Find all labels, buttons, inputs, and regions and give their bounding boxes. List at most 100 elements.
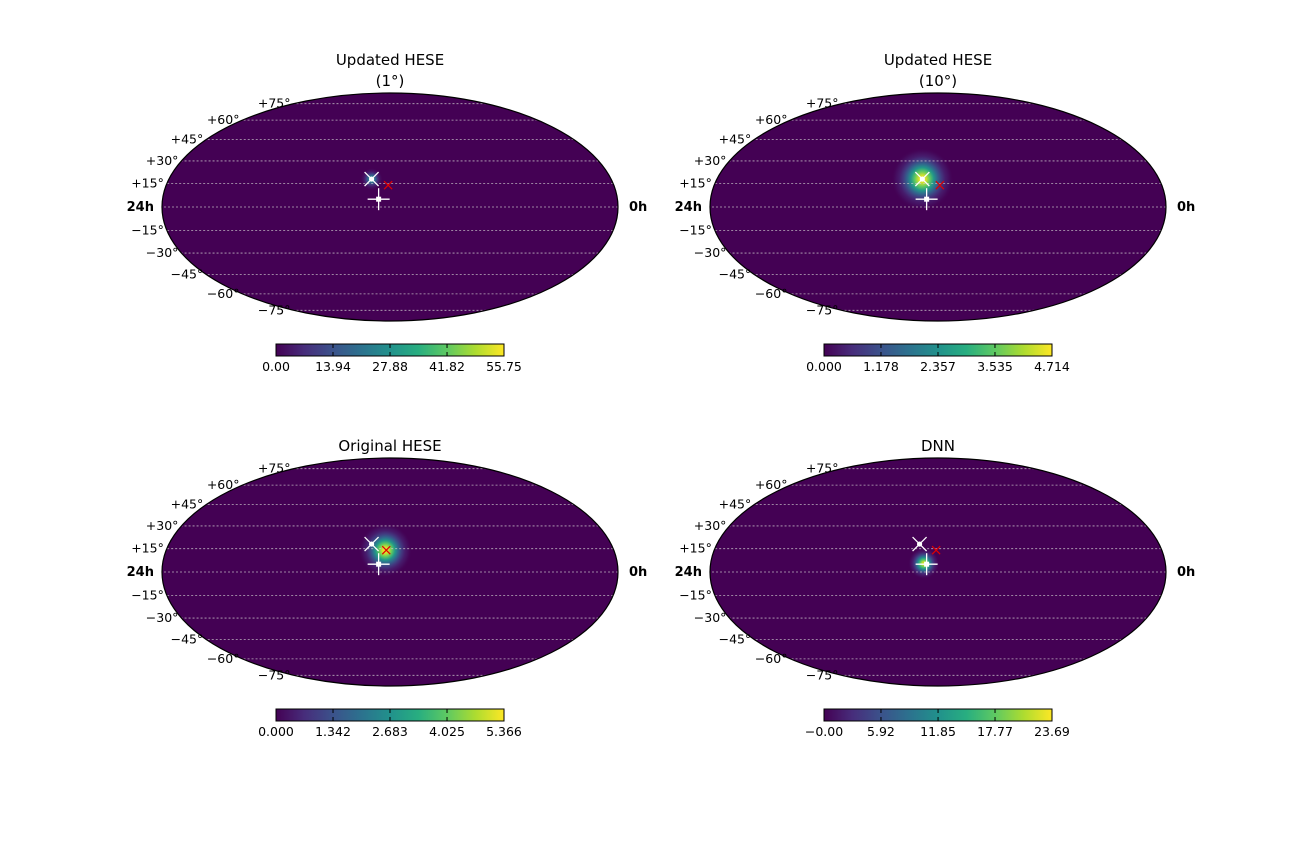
- dec-tick-label: −15°: [131, 222, 164, 237]
- skymap-panel: Updated HESE (10°) 24h 0h +75° +60°+45° +30° +1…: [675, 51, 1196, 374]
- chart-title: (10°): [919, 72, 957, 90]
- dec-tick-label: −75°: [258, 667, 291, 682]
- colorbar-tick-label: −0.00: [805, 724, 843, 739]
- dec-tick-label: −60°: [207, 286, 240, 301]
- graticule: [162, 468, 618, 676]
- skymap-panel: Updated HESE (1°) 24h 0h +75° +60°+45° +30° +15…: [127, 51, 648, 374]
- colorbar-tick-label: 1.178: [863, 359, 899, 374]
- red-x-marker: [931, 545, 941, 555]
- ra-label-right: 0h: [629, 565, 647, 580]
- graticule: [710, 103, 1166, 311]
- chart-title: Updated HESE: [336, 51, 444, 69]
- red-x-marker: [383, 180, 393, 190]
- dec-tick-label: −60°: [207, 651, 240, 666]
- chart-title: DNN: [921, 437, 955, 455]
- dec-tick-label: −30°: [694, 610, 727, 625]
- dec-tick-label: +45°: [719, 132, 752, 147]
- dec-tick-label: +15°: [131, 541, 164, 556]
- colorbar-tick-label: 5.366: [486, 724, 522, 739]
- chart-title: Updated HESE: [884, 51, 992, 69]
- white-star-marker: [914, 171, 930, 187]
- colorbar-tick-label: 3.535: [977, 359, 1013, 374]
- dec-tick-label: +30°: [694, 518, 727, 533]
- dec-tick-label: +15°: [679, 176, 712, 191]
- colorbar-tick-label: 2.357: [920, 359, 956, 374]
- colorbar-tick-label: 0.00: [262, 359, 290, 374]
- white-star-marker: [364, 171, 380, 187]
- colorbar-tick-label: 4.714: [1034, 359, 1070, 374]
- white-star-marker: [912, 536, 928, 552]
- chart-title: Original HESE: [338, 437, 441, 455]
- white-cross-marker: [367, 553, 390, 576]
- dec-tick-label: +15°: [679, 541, 712, 556]
- sky-outline: [161, 457, 619, 687]
- chart-title: (1°): [376, 72, 405, 90]
- dec-tick-label: −60°: [755, 651, 788, 666]
- dec-tick-label: −75°: [806, 302, 839, 317]
- ra-label-left: 24h: [127, 200, 154, 215]
- ra-label-left: 24h: [675, 200, 702, 215]
- dec-tick-label: −45°: [719, 266, 752, 281]
- colorbar-tick-label: 41.82: [429, 359, 465, 374]
- dec-tick-label: +75°: [258, 461, 291, 476]
- dec-tick-label: −30°: [694, 245, 727, 260]
- probability-hotspot: [359, 523, 412, 577]
- colorbar-tick-label: 55.75: [486, 359, 522, 374]
- ra-label-left: 24h: [675, 565, 702, 580]
- probability-hotspot: [908, 548, 940, 579]
- dec-tick-label: −75°: [258, 302, 291, 317]
- graticule: [710, 468, 1166, 676]
- colorbar-tick-label: 1.342: [315, 724, 351, 739]
- dec-tick-label: −45°: [719, 631, 752, 646]
- colorbar-tick-label: 0.000: [258, 724, 294, 739]
- dec-tick-label: −45°: [171, 631, 204, 646]
- dec-tick-label: +45°: [719, 497, 752, 512]
- white-cross-marker: [367, 188, 390, 211]
- colorbar-tick-label: 27.88: [372, 359, 408, 374]
- white-cross-marker: [915, 553, 938, 576]
- dec-tick-label: +30°: [146, 153, 179, 168]
- colorbar-tick-label: 17.77: [977, 724, 1013, 739]
- colorbar-tick-label: 23.69: [1034, 724, 1070, 739]
- dec-tick-label: −60°: [755, 286, 788, 301]
- white-cross-marker: [915, 188, 938, 211]
- sky-outline: [709, 457, 1167, 687]
- dec-tick-label: −30°: [146, 245, 179, 260]
- white-star-marker: [364, 536, 380, 552]
- red-x-marker: [935, 180, 945, 190]
- dec-tick-label: +60°: [755, 477, 788, 492]
- ra-label-right: 0h: [1177, 565, 1195, 580]
- dec-tick-label: +60°: [207, 112, 240, 127]
- dec-tick-label: −75°: [806, 667, 839, 682]
- colorbar-tick-label: 5.92: [867, 724, 895, 739]
- graticule: [162, 103, 618, 311]
- colorbar-tick-label: 4.025: [429, 724, 465, 739]
- dec-tick-label: −15°: [679, 587, 712, 602]
- dec-tick-label: +75°: [806, 96, 839, 111]
- ra-label-right: 0h: [629, 200, 647, 215]
- sky-outline: [709, 92, 1167, 322]
- dec-tick-label: +15°: [131, 176, 164, 191]
- dec-tick-label: +30°: [694, 153, 727, 168]
- dec-tick-label: +45°: [171, 132, 204, 147]
- dec-tick-label: +75°: [258, 96, 291, 111]
- skymap-panel: DNN 24h 0h +75° +60°+45° +30° +15° −15° −30° −45°…: [675, 437, 1196, 739]
- colorbar-tick-label: 11.85: [920, 724, 956, 739]
- skymap-panel: Original HESE 24h 0h +75° +60°+45° +30° +15° −1…: [127, 437, 648, 739]
- colorbar-tick-label: 0.000: [806, 359, 842, 374]
- dec-tick-label: +30°: [146, 518, 179, 533]
- sky-outline: [161, 92, 619, 322]
- dec-tick-label: +75°: [806, 461, 839, 476]
- ra-label-right: 0h: [1177, 200, 1195, 215]
- dec-tick-label: +60°: [207, 477, 240, 492]
- dec-tick-label: +45°: [171, 497, 204, 512]
- dec-tick-label: −15°: [131, 587, 164, 602]
- colorbar-tick-label: 13.94: [315, 359, 351, 374]
- dec-tick-label: −45°: [171, 266, 204, 281]
- dec-tick-label: −15°: [679, 222, 712, 237]
- ra-label-left: 24h: [127, 565, 154, 580]
- dec-tick-label: −30°: [146, 610, 179, 625]
- dec-tick-label: +60°: [755, 112, 788, 127]
- red-x-marker: [381, 545, 391, 555]
